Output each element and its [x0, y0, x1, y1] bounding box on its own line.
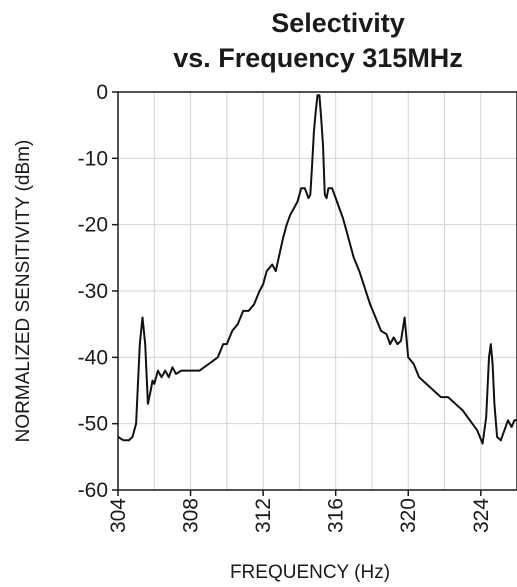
x-axis-ticks: 304 308 312 316 320 324 — [107, 490, 493, 533]
chart-title-line1: Selectivity — [271, 8, 405, 38]
grid-lines — [118, 92, 517, 490]
y-tick-label: -60 — [78, 479, 108, 502]
chart-title-line2: vs. Frequency 315MHz — [173, 43, 463, 73]
y-tick-label: -30 — [78, 280, 108, 303]
x-tick-label: 312 — [252, 498, 275, 533]
selectivity-series-line — [117, 94, 517, 445]
y-tick-label: -10 — [78, 147, 108, 170]
y-tick-label: -40 — [78, 346, 108, 369]
x-tick-label: 320 — [397, 498, 420, 533]
y-tick-label: -50 — [78, 413, 108, 436]
x-tick-label: 316 — [325, 498, 348, 533]
y-axis-label: NORMALIZED SENSITIVITY (dBm) — [13, 140, 34, 443]
x-tick-label: 324 — [470, 498, 493, 533]
y-tick-label: -20 — [78, 214, 108, 237]
x-tick-label: 308 — [180, 498, 203, 533]
y-tick-label: 0 — [96, 81, 108, 104]
x-tick-label: 304 — [107, 498, 130, 533]
y-axis-ticks: 0 -10 -20 -30 -40 -50 -60 — [78, 81, 118, 502]
x-axis-label: FREQUENCY (Hz) — [230, 562, 390, 583]
